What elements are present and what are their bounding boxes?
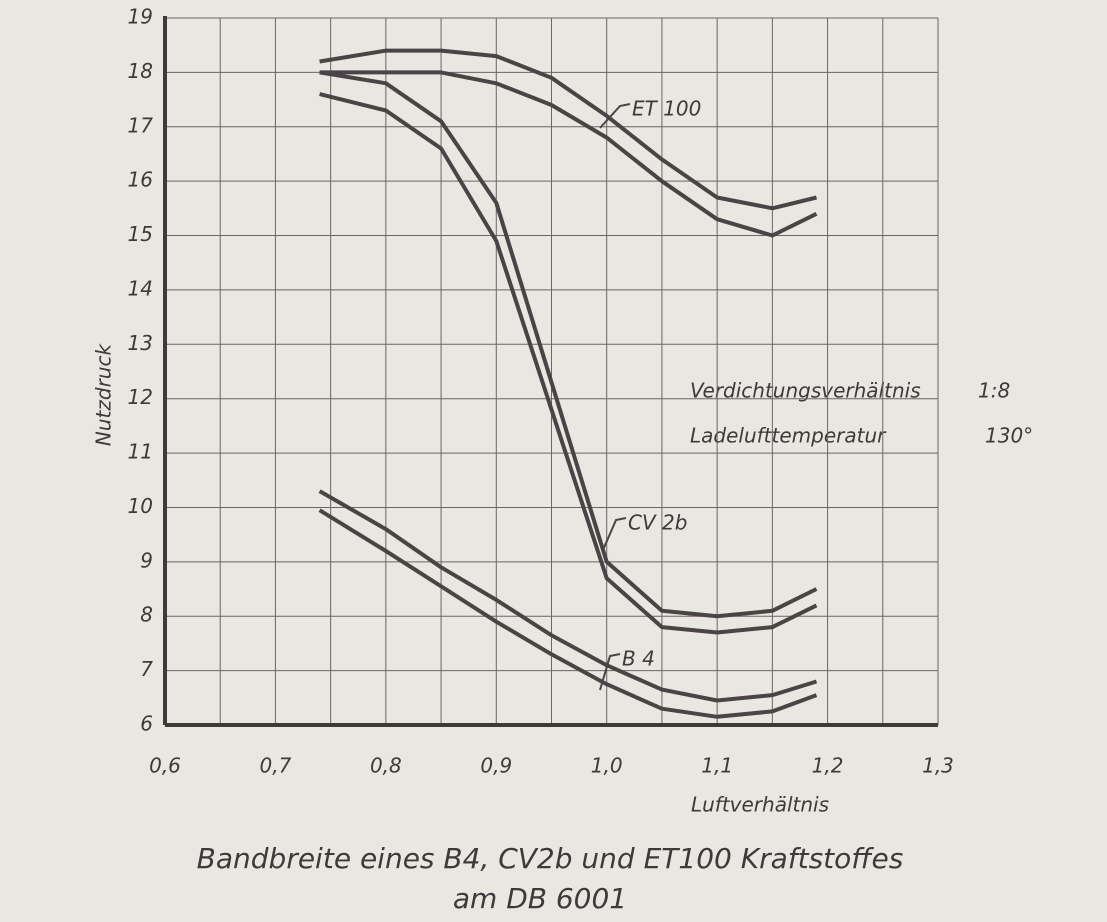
chart-title: Bandbreite eines B4, CV2b und ET100 Kraf…	[197, 842, 904, 875]
x-tick-label: 1,1	[701, 754, 733, 778]
y-tick-label: 14	[128, 276, 153, 300]
x-tick-label: 0,6	[149, 754, 181, 778]
y-tick-label: 11	[128, 440, 153, 464]
y-tick-label: 19	[128, 5, 153, 29]
series-label: CV 2b	[628, 511, 687, 535]
y-tick-label: 8	[140, 603, 153, 627]
y-tick-label: 9	[140, 548, 153, 572]
annotation: Ladelufttemperatur	[690, 424, 887, 448]
annotation: 130°	[985, 424, 1033, 448]
x-tick-label: 0,7	[260, 754, 292, 778]
band-line	[318, 508, 818, 719]
series-label: B 4	[622, 647, 655, 671]
x-tick-label: 1,0	[591, 754, 623, 778]
band-line	[318, 489, 818, 703]
band-line	[319, 92, 818, 635]
band-line	[319, 70, 818, 619]
annotation: 1:8	[978, 379, 1010, 403]
band-line	[319, 70, 818, 238]
label-arrow	[599, 103, 631, 129]
series-label: ET 100	[632, 97, 701, 121]
y-tick-label: 10	[128, 494, 153, 518]
y-tick-label: 18	[128, 59, 153, 83]
y-tick-label: 13	[128, 331, 153, 355]
y-tick-label: 7	[140, 657, 153, 681]
y-tick-label: 15	[128, 222, 153, 246]
band-line	[319, 48, 817, 211]
y-tick-label: 16	[128, 168, 153, 192]
y-tick-label: 12	[128, 385, 153, 409]
y-tick-label: 6	[140, 712, 153, 736]
x-tick-label: 0,9	[480, 754, 512, 778]
chart-subtitle: am DB 6001	[453, 882, 627, 915]
label-arrow	[602, 517, 627, 551]
y-tick-label: 17	[128, 113, 154, 137]
x-tick-label: 0,8	[370, 754, 402, 778]
y-axis-label: Nutzdruck	[92, 343, 116, 447]
x-tick-label: 1,2	[812, 754, 844, 778]
x-axis-label: Luftverhältnis	[691, 793, 829, 817]
x-tick-label: 1,3	[922, 754, 954, 778]
label-arrow	[599, 653, 621, 691]
